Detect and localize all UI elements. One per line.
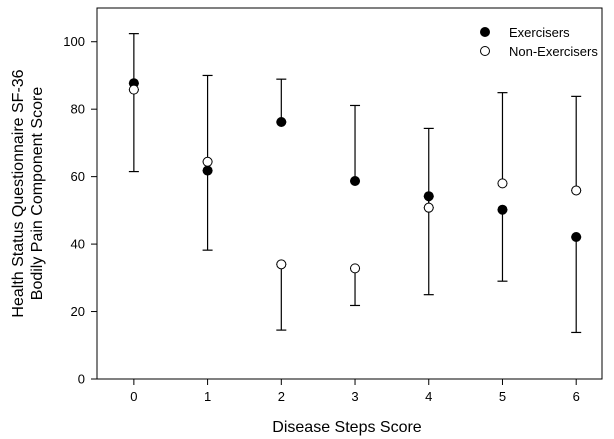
data-points (128, 78, 582, 274)
error-bar (350, 267, 361, 307)
error-bar (497, 92, 508, 184)
non-exercisers-point (350, 263, 361, 274)
y-tick-label: 20 (71, 304, 85, 319)
non-exercisers-point (497, 178, 508, 189)
y-tick-label: 80 (71, 102, 85, 117)
exercisers-point (571, 232, 582, 243)
x-tick-label: 0 (130, 389, 137, 404)
y-axis-label-line: Health Status Questionnaire SF-36 (10, 69, 27, 317)
non-exercisers-point (276, 259, 287, 270)
non-exercisers-point (202, 156, 213, 167)
non-exercisers-point (423, 202, 434, 213)
exercisers-point (276, 116, 287, 127)
x-tick-label: 1 (204, 389, 211, 404)
legend-exercisers-marker (480, 27, 490, 37)
error-bar (571, 95, 582, 192)
exercisers-point (202, 165, 213, 176)
non-exercisers-point (128, 84, 139, 95)
exercisers-point (497, 204, 508, 215)
x-tick-label: 5 (499, 389, 506, 404)
error-bar (497, 209, 508, 282)
legend-exercisers-label: Exercisers (509, 25, 570, 40)
non-exercisers-point (571, 185, 582, 196)
y-tick-label: 40 (71, 237, 85, 252)
y-axis-label: Health Status Questionnaire SF-36 Bodily … (10, 69, 46, 317)
legend: Exercisers Non-Exercisers (480, 25, 598, 59)
x-tick-label: 2 (278, 389, 285, 404)
plot-frame (96, 7, 603, 380)
error-bar (202, 74, 213, 163)
x-axis-label: Disease Steps Score (272, 419, 422, 436)
legend-non-exercisers-marker (480, 46, 490, 56)
y-tick-label: 0 (78, 372, 85, 387)
error-bar (128, 82, 139, 173)
exercisers-point (350, 176, 361, 187)
error-bar (276, 263, 287, 331)
y-tick-label: 60 (71, 169, 85, 184)
x-tick-label: 6 (573, 389, 580, 404)
error-bar (202, 169, 213, 251)
exercisers-point (423, 191, 434, 202)
error-bar (276, 78, 287, 123)
y-axis-label-line: Bodily Pain Component Score (29, 87, 46, 301)
y-tick-label: 100 (63, 34, 85, 49)
x-tick-label: 4 (425, 389, 432, 404)
error-bar (350, 104, 361, 182)
error-bar (571, 236, 582, 334)
x-tick-label: 3 (351, 389, 358, 404)
legend-non-exercisers-label: Non-Exercisers (509, 44, 598, 59)
